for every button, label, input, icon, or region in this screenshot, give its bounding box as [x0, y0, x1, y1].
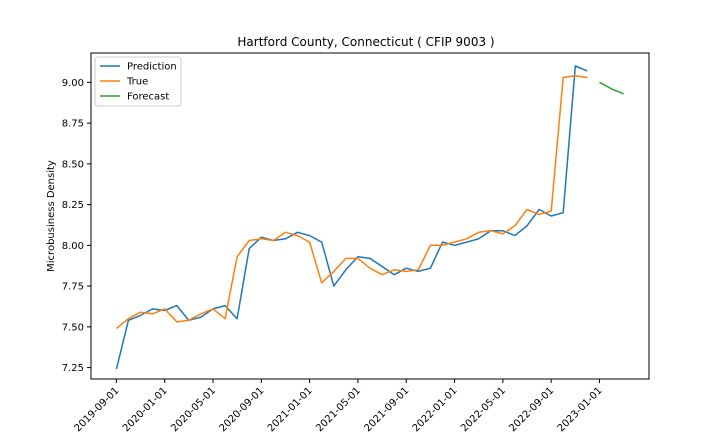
series-line-forecast: [599, 81, 624, 95]
legend-label-true: True: [126, 77, 148, 88]
y-axis: 7.25 7.50 7.75 8.00 8.25 8.50 8.75 9.00: [62, 78, 91, 374]
y-tick-label: 8.00: [62, 241, 84, 252]
chart-title: Hartford County, Connecticut ( CFIP 9003…: [237, 35, 494, 49]
y-tick-label: 7.50: [62, 322, 84, 333]
legend-label-forecast: Forecast: [127, 92, 169, 103]
legend-box: [94, 56, 182, 107]
legend: Prediction True Forecast: [94, 56, 182, 107]
y-tick-label: 8.75: [62, 119, 84, 130]
y-tick-label: 7.75: [62, 282, 84, 293]
series-line-true: [115, 75, 588, 330]
legend-label-prediction: Prediction: [127, 62, 177, 73]
series-line-prediction: [115, 65, 588, 370]
series-layer: [115, 65, 624, 370]
y-tick-label: 8.50: [62, 159, 84, 170]
plot-area-frame: [90, 52, 650, 380]
y-tick-label: 9.00: [62, 78, 84, 89]
y-tick-label: 7.25: [62, 363, 84, 374]
y-tick-label: 8.25: [62, 200, 84, 211]
y-axis-label: Microbusiness Density: [46, 160, 57, 272]
